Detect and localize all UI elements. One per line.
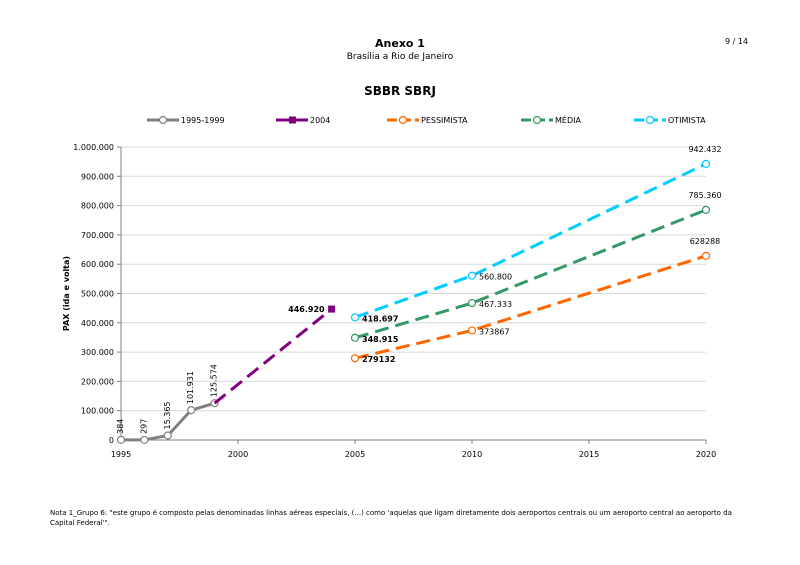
data-label: 467.333 — [479, 300, 512, 309]
y-tick-label: 0 — [109, 436, 114, 445]
data-label: 297 — [139, 419, 148, 434]
y-tick-label: 100.000 — [81, 407, 114, 416]
legend-marker — [532, 115, 542, 125]
y-tick-label: 900.000 — [81, 172, 114, 181]
y-tick-label: 800.000 — [81, 202, 114, 211]
data-label: 101.931 — [186, 371, 195, 404]
x-tick-label: 2015 — [579, 450, 599, 459]
x-tick-label: 2010 — [462, 450, 482, 459]
y-tick-label: 600.000 — [81, 260, 114, 269]
data-point — [350, 333, 360, 342]
y-tick-label: 300.000 — [81, 348, 114, 357]
x-tick-label: 2005 — [345, 450, 365, 459]
legend-label: 2004 — [310, 116, 330, 125]
data-label: 560.800 — [479, 273, 512, 282]
data-label: 418.697 — [362, 314, 398, 323]
data-label: 279132 — [362, 355, 395, 364]
series-line-2 — [354, 254, 707, 360]
footnote: Nota 1_Grupo 6: "este grupo é composto p… — [50, 509, 732, 527]
document-title: Anexo 1 — [375, 37, 425, 50]
legend-marker — [289, 116, 296, 124]
legend-label: PESSIMISTA — [421, 116, 468, 125]
y-tick-label: 700.000 — [81, 231, 114, 240]
data-point — [140, 435, 149, 445]
y-tick-label: 500.000 — [81, 290, 114, 299]
y-tick-label: 200.000 — [81, 377, 114, 386]
data-point — [350, 354, 360, 363]
y-tick-label: 1.000.000 — [73, 143, 114, 152]
data-label: 15.365 — [163, 401, 172, 429]
legend-marker — [645, 115, 655, 125]
x-tick-label: 2020 — [696, 450, 716, 459]
y-tick-label: 400.000 — [81, 319, 114, 328]
data-label: 628288 — [690, 237, 721, 246]
data-point — [701, 205, 711, 214]
data-point — [116, 435, 126, 444]
data-label: 785.360 — [688, 191, 721, 200]
data-label: 125.574 — [210, 364, 219, 397]
data-point — [467, 298, 477, 308]
x-tick-label: 2000 — [228, 450, 248, 459]
legend-marker — [398, 115, 408, 125]
data-label: 373867 — [479, 327, 510, 336]
series-line-1 — [213, 307, 333, 405]
data-point — [467, 271, 477, 280]
data-point — [163, 431, 172, 440]
document-subtitle: Brasília a Rio de Janeiro — [346, 52, 454, 62]
page-number: 9 / 14 — [724, 37, 748, 46]
x-tick-label: 1995 — [111, 450, 131, 459]
legend-label: OTIMISTA — [668, 116, 706, 125]
data-point — [328, 305, 336, 313]
data-point — [350, 313, 360, 322]
series-line-3 — [354, 208, 707, 340]
data-point — [467, 326, 477, 335]
data-point — [701, 159, 711, 168]
chart-title: SBBR SBRJ — [364, 84, 436, 98]
data-point — [701, 251, 711, 261]
legend-label: 1995-1999 — [181, 116, 225, 125]
data-label: 446.920 — [288, 305, 325, 314]
data-label: 942.432 — [688, 145, 721, 154]
data-label: 384 — [116, 419, 125, 434]
legend-label: MÉDIA — [555, 114, 581, 125]
series-line-4 — [354, 162, 707, 319]
data-label: 348.915 — [362, 335, 399, 344]
y-axis-label: PAX (ida e volta) — [62, 256, 71, 331]
data-point — [187, 406, 196, 415]
legend-marker — [158, 115, 168, 125]
